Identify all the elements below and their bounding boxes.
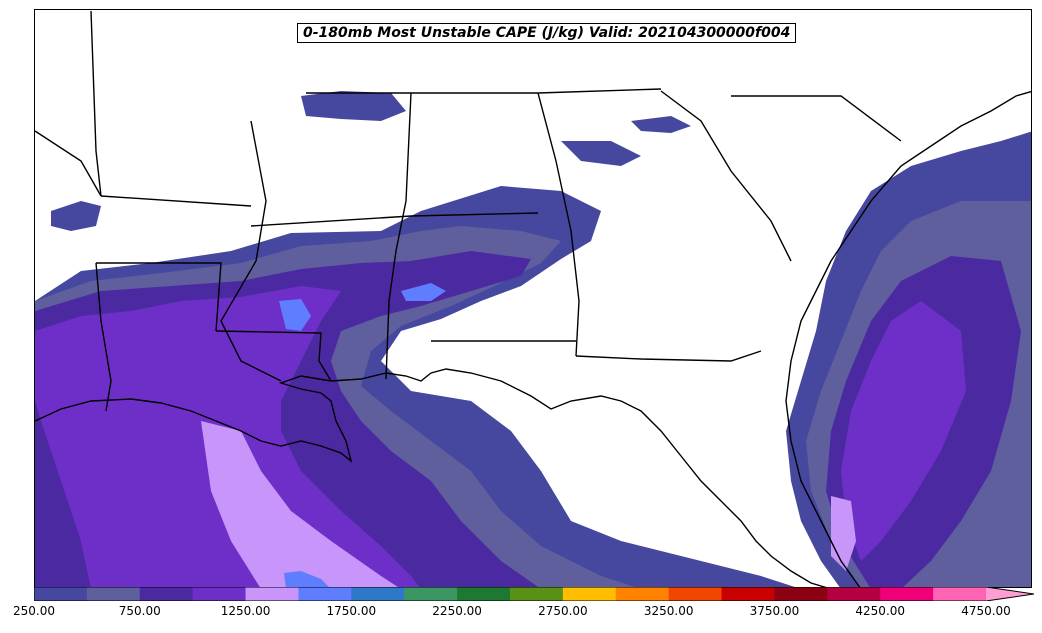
colorbar	[34, 587, 1034, 601]
state-line-ar-north	[100, 195, 252, 207]
state-line-la-ms	[215, 330, 332, 382]
cape-region-tn-blob	[301, 91, 406, 121]
river-ar-west	[90, 10, 102, 197]
colorbar-segment	[404, 587, 458, 601]
colorbar-tick-label: 2750.00	[538, 604, 588, 618]
colorbar-segment	[880, 587, 934, 601]
cape-map	[35, 10, 1031, 587]
coastline-gulf	[35, 368, 827, 587]
colorbar-segment	[933, 587, 987, 601]
colorbar-segment	[192, 587, 247, 601]
cape-region-atlantic-1000	[841, 301, 966, 561]
state-line-ga-sc	[660, 90, 792, 262]
colorbar-tick-label: 4250.00	[855, 604, 906, 618]
colorbar-tick-label: 3750.00	[749, 604, 800, 618]
colorbar-tick-label: 3250.00	[643, 604, 694, 618]
state-boundaries	[35, 10, 1031, 587]
state-line-ok-ar	[35, 130, 102, 197]
colorbar-segment	[457, 587, 511, 601]
colorbar-segment	[774, 587, 828, 601]
colorbar-tick-label: 750.00	[118, 604, 161, 618]
colorbar-segment	[510, 587, 564, 601]
colorbar-segment	[721, 587, 775, 601]
cape-region-ark-blob	[51, 201, 101, 231]
colorbar-segment	[86, 587, 141, 601]
cape-region-ms-1500	[279, 299, 311, 331]
colorbar-tick-label: 4750.00	[961, 604, 1011, 618]
colorbar-segment	[351, 587, 405, 601]
state-line-al-ga	[537, 92, 580, 357]
state-line-ga-fl	[575, 350, 762, 362]
colorbar-tick-label: 1250.00	[220, 604, 271, 618]
map-panel: 0-180mb Most Unstable CAPE (J/kg) Valid:…	[34, 9, 1032, 588]
state-line-ms-al	[385, 92, 412, 380]
colorbar-segment	[562, 587, 617, 601]
state-line-tn-north	[306, 88, 662, 94]
cape-region-al-1500	[401, 283, 446, 301]
colorbar-segment	[986, 587, 1034, 601]
state-line-ar-la	[96, 262, 222, 332]
coastline-atlantic	[785, 90, 1031, 587]
colorbar-tick-label: 1750.00	[326, 604, 377, 618]
cape-region-gulf-1500	[284, 571, 329, 587]
colorbar-segment	[827, 587, 881, 601]
colorbar-tick-label: 250.00	[13, 604, 55, 618]
colorbar-segment	[615, 587, 670, 601]
colorbar-tick-label: 2250.00	[432, 604, 482, 618]
cape-region-ga-blob	[561, 141, 641, 166]
colorbar-outline	[34, 587, 1034, 601]
colorbar-segment	[668, 587, 723, 601]
colorbar-segment	[245, 587, 299, 601]
colorbar-segment	[34, 587, 88, 601]
cape-contours	[35, 91, 1031, 587]
colorbar-segment	[298, 587, 352, 601]
cape-region-gulf-1250	[201, 421, 398, 587]
cape-region-nc-blob	[631, 116, 691, 133]
colorbar-segment	[139, 587, 194, 601]
state-line-nc-sc	[731, 95, 902, 142]
state-line-tn-south	[250, 212, 539, 227]
state-line-tx-la	[95, 262, 112, 412]
map-title: 0-180mb Most Unstable CAPE (J/kg) Valid:…	[297, 23, 797, 43]
river-mississippi	[220, 120, 282, 382]
colorbar-ticks: 250.00 750.00 1250.00 1750.00 2250.00 2750.00…	[0, 604, 1042, 624]
